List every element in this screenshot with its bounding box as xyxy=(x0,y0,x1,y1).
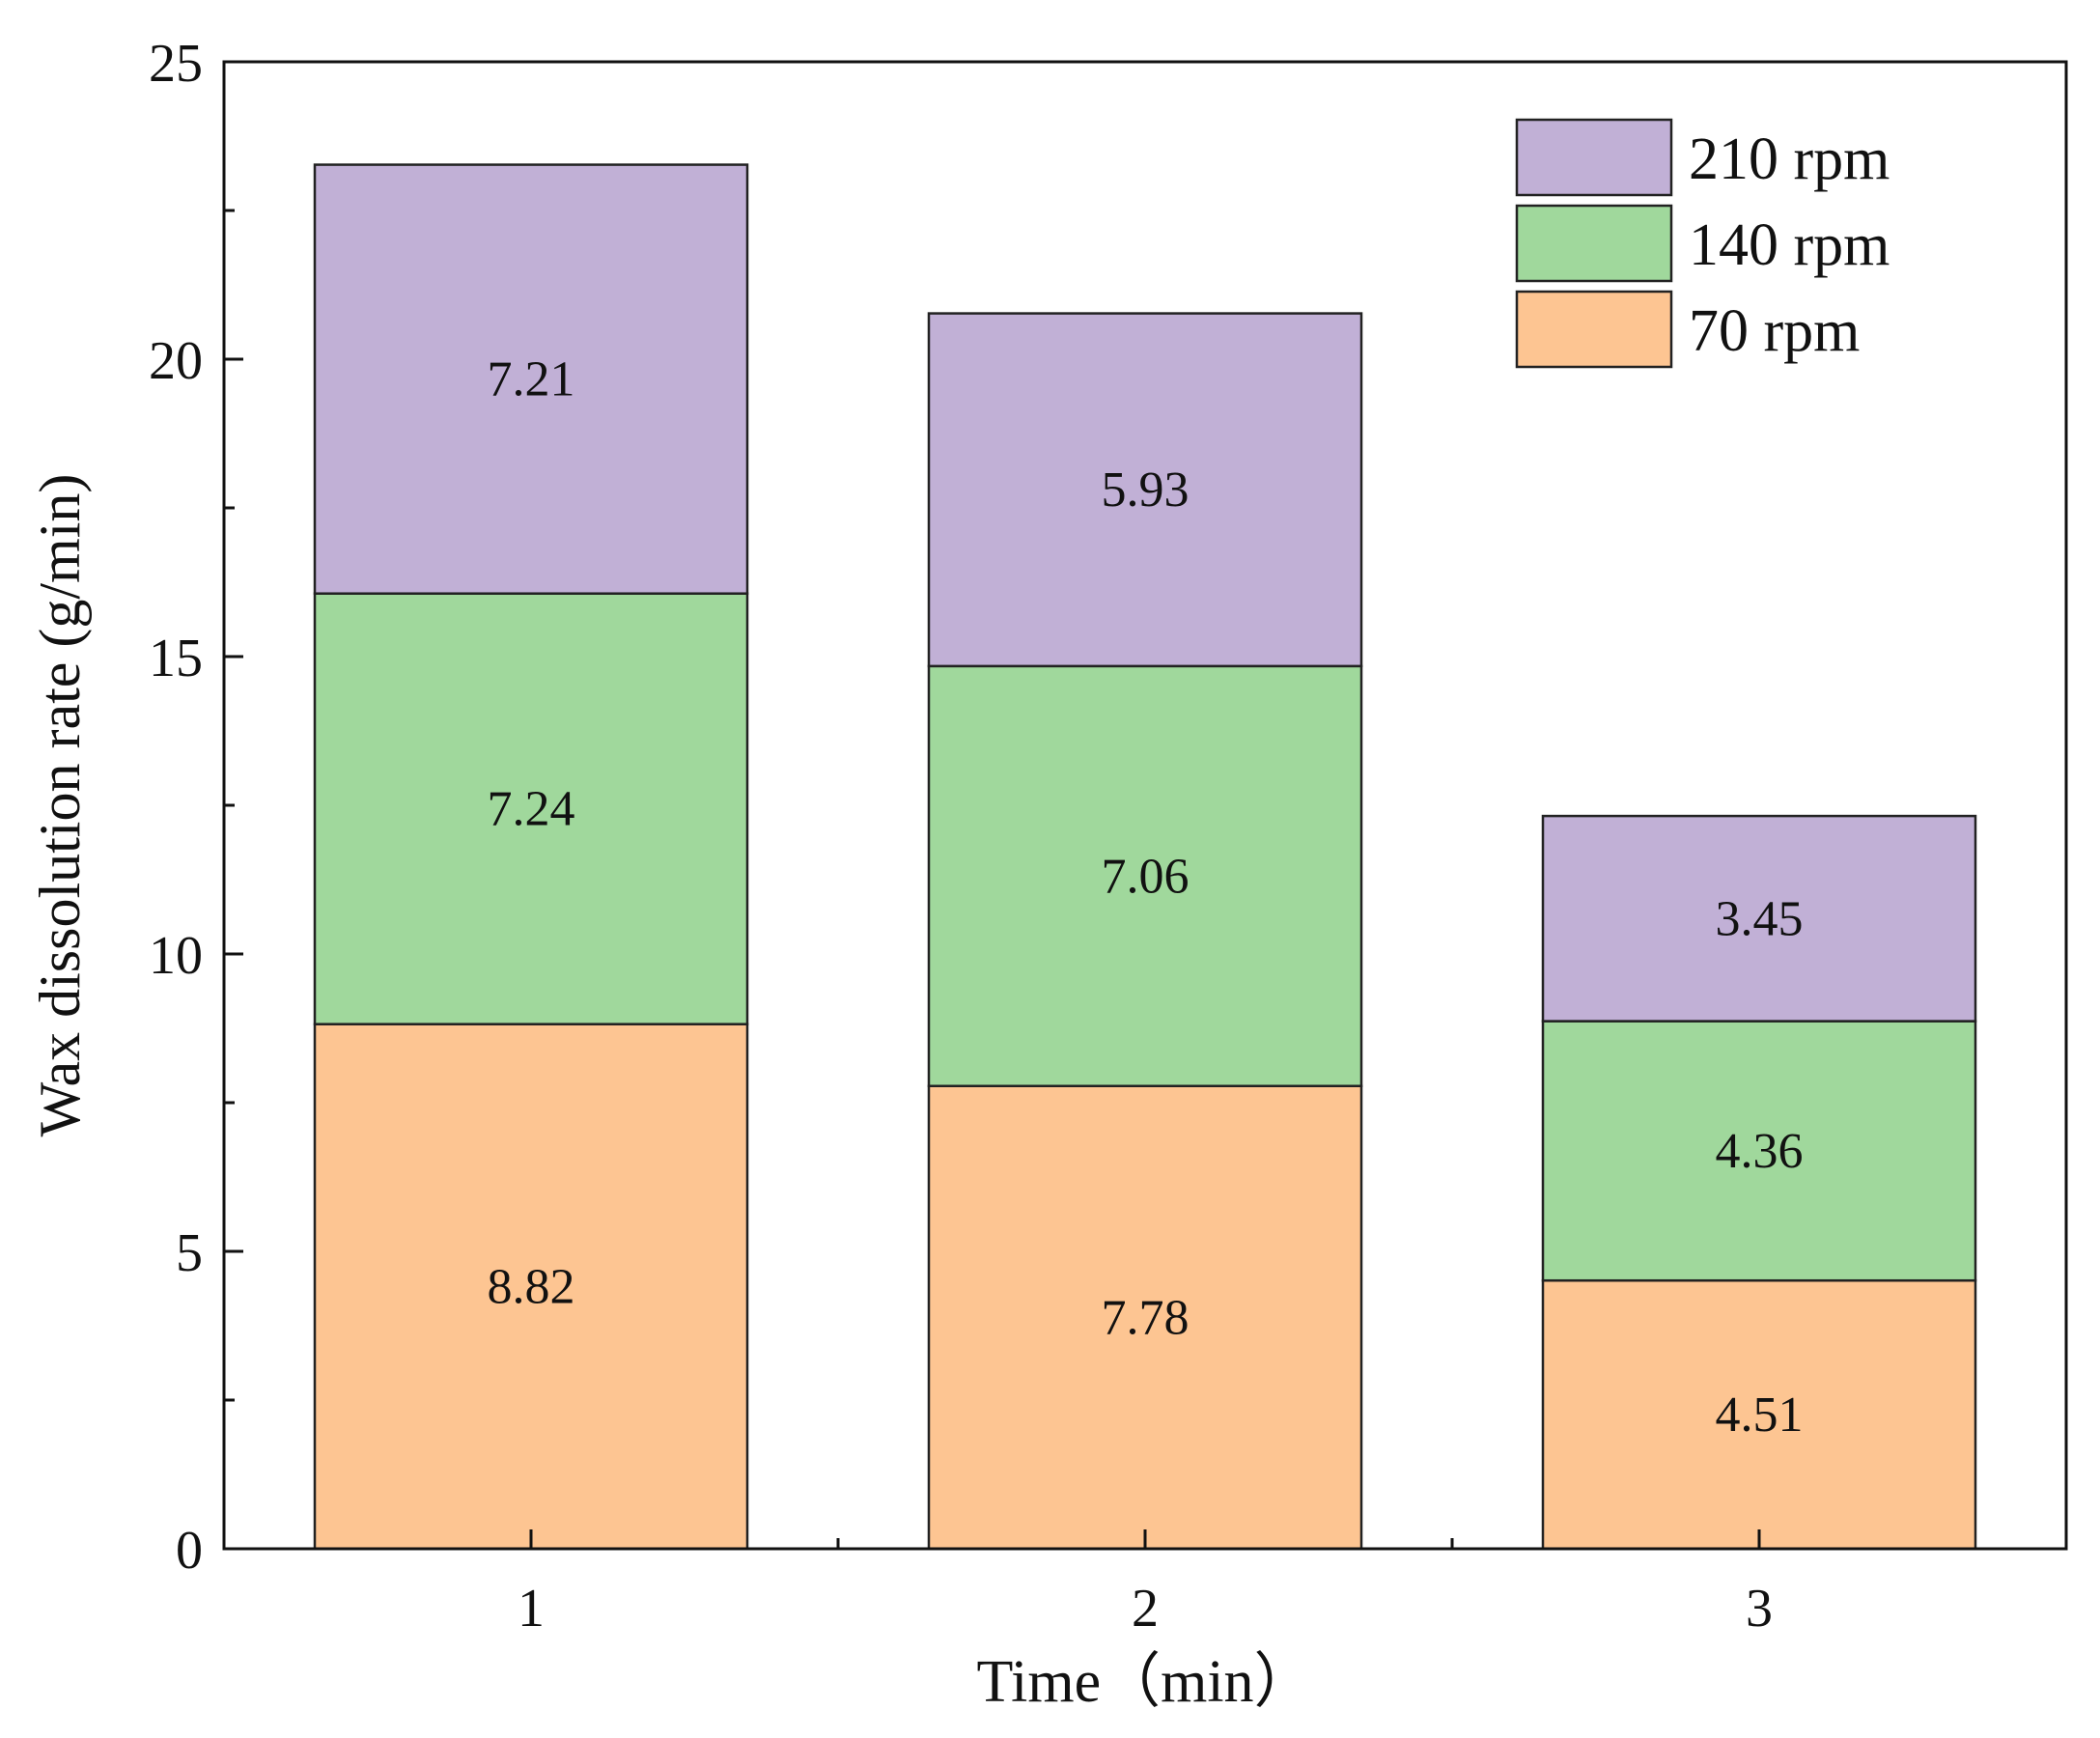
bar-segment-140-rpm-cat-3 xyxy=(1541,1020,1977,1282)
y-tick-label: 5 xyxy=(176,1223,203,1283)
x-tick-label: 1 xyxy=(518,1579,545,1639)
bar-segment-210-rpm-cat-2 xyxy=(927,312,1363,668)
legend-swatch xyxy=(1515,290,1673,369)
bar-value-label: 7.21 xyxy=(488,352,575,407)
bar-value-label: 4.36 xyxy=(1716,1124,1804,1179)
y-tick-label: 0 xyxy=(176,1521,203,1581)
y-tick-label: 10 xyxy=(149,926,203,986)
y-axis-label: Wax dissolution rate (g/min) xyxy=(28,474,92,1137)
bar-segment-140-rpm-cat-1 xyxy=(313,592,749,1025)
bar-segment-70-rpm-cat-2 xyxy=(927,1084,1363,1551)
bar-segment-140-rpm-cat-2 xyxy=(927,664,1363,1088)
legend-label: 210 rpm xyxy=(1689,126,1890,192)
y-axis-ticks: 0 5 10 15 20 25 xyxy=(149,34,243,1581)
bar-segment-70-rpm-cat-1 xyxy=(313,1023,749,1551)
legend: 210 rpm 140 rpm 70 rpm xyxy=(1515,118,1890,369)
bar-value-label: 5.93 xyxy=(1102,463,1190,518)
legend-swatch xyxy=(1515,204,1673,283)
y-tick-label: 20 xyxy=(149,331,203,391)
legend-swatch xyxy=(1515,118,1673,197)
bar-value-label: 7.24 xyxy=(488,782,575,837)
x-tick-label: 2 xyxy=(1132,1579,1159,1639)
legend-label: 70 rpm xyxy=(1689,298,1860,364)
bars-layer xyxy=(313,163,1977,1551)
bar-value-labels: 8.82 7.24 7.21 7.78 7.06 5.93 4.51 4.36 3.45 xyxy=(488,352,1804,1443)
y-tick-label: 25 xyxy=(149,34,203,94)
bar-segment-210-rpm-cat-3 xyxy=(1541,814,1977,1023)
y-tick-label: 15 xyxy=(149,629,203,688)
bar-segment-210-rpm-cat-1 xyxy=(313,163,749,595)
bar-value-label: 8.82 xyxy=(488,1259,575,1314)
legend-label: 140 rpm xyxy=(1689,212,1890,278)
x-axis-label: Time（min） xyxy=(976,1649,1313,1715)
bar-value-label: 7.78 xyxy=(1102,1290,1190,1345)
bar-value-label: 7.06 xyxy=(1102,849,1190,904)
bar-value-label: 4.51 xyxy=(1716,1388,1804,1443)
bar-value-label: 3.45 xyxy=(1716,891,1804,946)
x-axis-ticks: 1 2 3 xyxy=(518,1529,1773,1639)
x-tick-label: 3 xyxy=(1746,1579,1773,1639)
